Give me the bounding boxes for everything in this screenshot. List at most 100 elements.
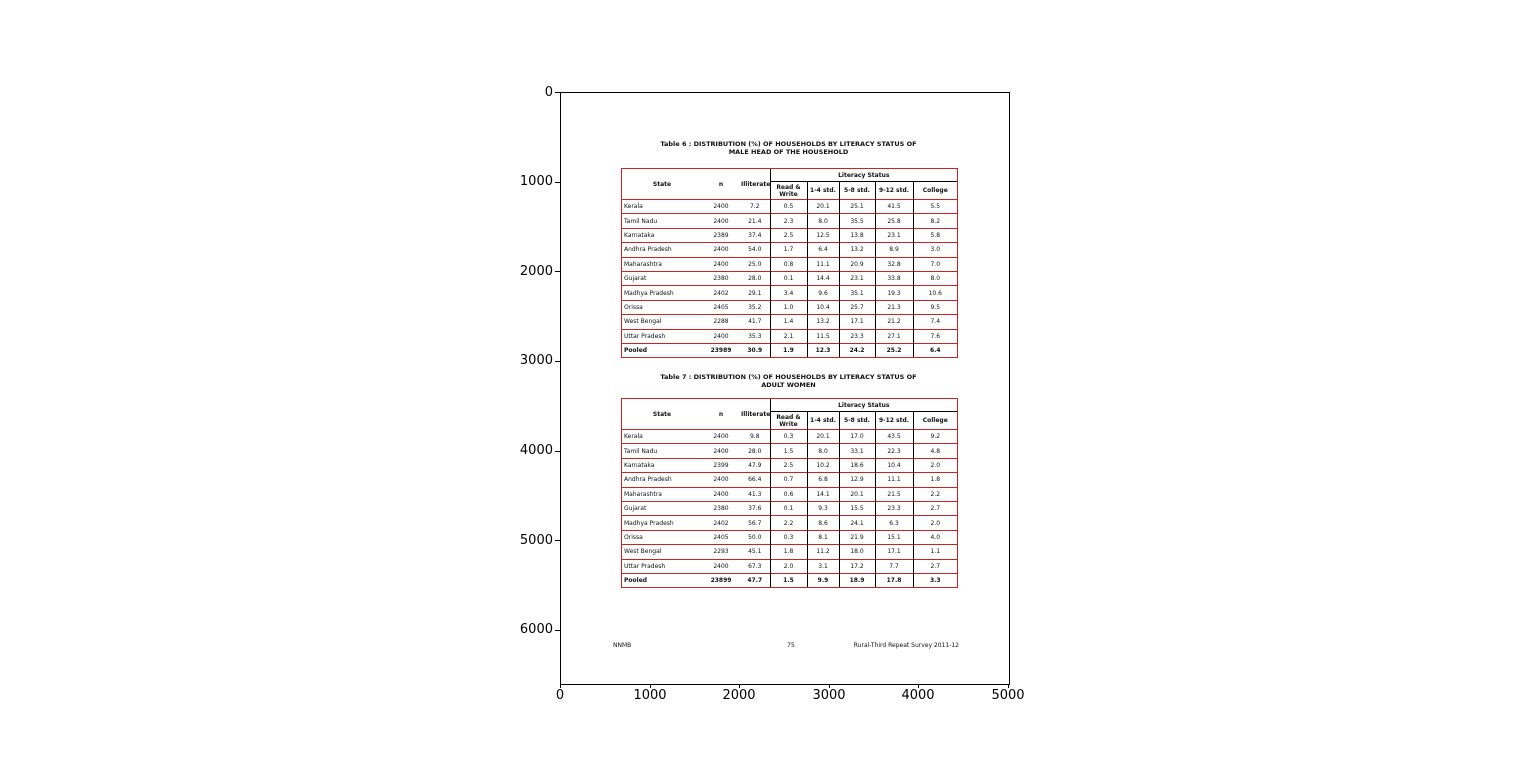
value-cell: 21.2 [874, 314, 913, 330]
value-cell: 0.5 [769, 198, 807, 214]
value-cell: 27.1 [874, 328, 913, 344]
value-cell: 2.0 [912, 457, 958, 473]
value-cell: 22.3 [874, 443, 913, 459]
value-cell: 9.3 [806, 500, 839, 516]
y-tick-mark [555, 182, 560, 183]
value-cell: 0.3 [769, 428, 807, 444]
table7-title: Table 7 : DISTRIBUTION (%) OF HOUSEHOLDS… [621, 373, 956, 389]
x-tick-mark [918, 683, 919, 688]
table7-wrapper: State n Illiterate Literacy Status Read … [621, 398, 958, 589]
col-header-9-12-std: 9-12 std. [874, 411, 913, 430]
table6-title-line2: MALE HEAD OF THE HOUSEHOLD [728, 148, 849, 156]
value-cell: 0.7 [769, 472, 807, 488]
value-cell: 2.1 [769, 328, 807, 344]
y-tick-label: 2000 [519, 264, 553, 279]
value-cell: 1.1 [912, 544, 958, 560]
value-cell: 1.4 [769, 314, 807, 330]
value-cell: 2405 [702, 299, 740, 315]
value-cell: 2405 [702, 529, 740, 545]
state-cell: Tamil Nadu [622, 213, 702, 229]
group-header-literacy-status: Literacy Status [769, 169, 958, 182]
col-header-read-write: Read & Write [769, 181, 807, 200]
value-cell: 23.1 [874, 227, 913, 243]
value-cell: 2400 [702, 256, 740, 272]
value-cell: 37.4 [740, 227, 770, 243]
table6-title: Table 6 : DISTRIBUTION (%) OF HOUSEHOLDS… [621, 140, 956, 156]
value-cell: 47.7 [740, 572, 770, 588]
state-cell: Uttar Pradesh [622, 328, 702, 344]
table-row: Madhya Pradesh 2402 29.1 3.4 9.6 35.1 19.3 10.6 [622, 285, 958, 301]
value-cell: 11.1 [806, 256, 839, 272]
value-cell: 45.1 [740, 544, 770, 560]
table-row: Kerala 2400 9.8 0.3 20.1 17.0 43.5 9.2 [622, 428, 958, 444]
value-cell: 2.2 [769, 515, 807, 531]
x-tick-label: 0 [555, 688, 565, 703]
state-cell: Orissa [622, 299, 702, 315]
table6: State n Illiterate Literacy Status Read … [622, 169, 958, 358]
value-cell: 11.2 [806, 544, 839, 560]
value-cell: 21.4 [740, 213, 770, 229]
col-header-1-4-std: 1-4 std. [806, 411, 839, 430]
value-cell: 50.0 [740, 529, 770, 545]
state-cell: West Bengal [622, 544, 702, 560]
value-cell: 20.1 [838, 486, 875, 502]
y-tick-label: 0 [544, 85, 553, 100]
value-cell: 1.9 [769, 342, 807, 358]
value-cell: 4.0 [912, 529, 958, 545]
value-cell: 7.7 [874, 558, 913, 574]
value-cell: 3.4 [769, 285, 807, 301]
table-row: Orissa 2405 35.2 1.0 10.4 25.7 21.3 9.5 [622, 299, 958, 315]
plot-area: Table 6 : DISTRIBUTION (%) OF HOUSEHOLDS… [560, 92, 1010, 685]
value-cell: 15.1 [874, 529, 913, 545]
value-cell: 2400 [702, 443, 740, 459]
state-cell: West Bengal [622, 314, 702, 330]
value-cell: 9.2 [912, 428, 958, 444]
y-tick-label: 4000 [519, 443, 553, 458]
table-row: Andhra Pradesh 2400 54.0 1.7 6.4 13.2 8.9 3.0 [622, 242, 958, 258]
x-tick-mark [560, 683, 561, 688]
table-row: Karnataka 2389 37.4 2.5 12.5 13.8 23.1 5.8 [622, 227, 958, 243]
value-cell: 25.8 [874, 213, 913, 229]
table-row: West Bengal 2293 45.1 1.8 11.2 18.0 17.1 1.1 [622, 544, 958, 560]
value-cell: 1.8 [769, 544, 807, 560]
state-cell: Maharashtra [622, 486, 702, 502]
table6-title-line1: Table 6 : DISTRIBUTION (%) OF HOUSEHOLDS… [660, 140, 917, 148]
col-header-illiterate: Illiterate [741, 410, 771, 418]
value-cell: 18.9 [838, 572, 875, 588]
table-row: Tamil Nadu 2400 21.4 2.3 8.0 35.5 25.8 8.2 [622, 213, 958, 229]
value-cell: 6.4 [806, 242, 839, 258]
value-cell: 2399 [702, 457, 740, 473]
table-row: Uttar Pradesh 2400 67.3 2.0 3.1 17.2 7.7 2.7 [622, 558, 958, 574]
x-tick-mark [1008, 683, 1009, 688]
value-cell: 13.8 [838, 227, 875, 243]
value-cell: 7.0 [912, 256, 958, 272]
value-cell: 2400 [702, 198, 740, 214]
value-cell: 2400 [702, 213, 740, 229]
table-row: Kerala 2400 7.2 0.5 20.1 25.1 41.5 5.5 [622, 198, 958, 214]
value-cell: 1.7 [769, 242, 807, 258]
table-row: Madhya Pradesh 2402 56.7 2.2 8.6 24.1 6.3 2.0 [622, 515, 958, 531]
state-cell: Tamil Nadu [622, 443, 702, 459]
value-cell: 41.5 [874, 198, 913, 214]
value-cell: 9.5 [912, 299, 958, 315]
col-header-5-8-std: 5-8 std. [838, 181, 875, 200]
y-tick-mark [555, 451, 560, 452]
y-tick-mark [555, 540, 560, 541]
value-cell: 2400 [702, 242, 740, 258]
value-cell: 37.6 [740, 500, 770, 516]
value-cell: 1.5 [769, 443, 807, 459]
x-tick-mark [739, 683, 740, 688]
col-header-college: College [912, 411, 958, 430]
state-cell: Uttar Pradesh [622, 558, 702, 574]
value-cell: 35.5 [838, 213, 875, 229]
table-row: Maharashtra 2400 25.0 0.8 11.1 20.9 32.8 7.0 [622, 256, 958, 272]
table-row: Orissa 2405 50.0 0.3 8.1 21.9 15.1 4.0 [622, 529, 958, 545]
table-row: Karnataka 2399 47.9 2.5 10.2 18.6 10.4 2.0 [622, 457, 958, 473]
value-cell: 17.2 [838, 558, 875, 574]
table6-wrapper: State n Illiterate Literacy Status Read … [621, 168, 958, 359]
value-cell: 10.6 [912, 285, 958, 301]
value-cell: 15.5 [838, 500, 875, 516]
value-cell: 1.5 [769, 572, 807, 588]
value-cell: 2400 [702, 472, 740, 488]
value-cell: 20.9 [838, 256, 875, 272]
